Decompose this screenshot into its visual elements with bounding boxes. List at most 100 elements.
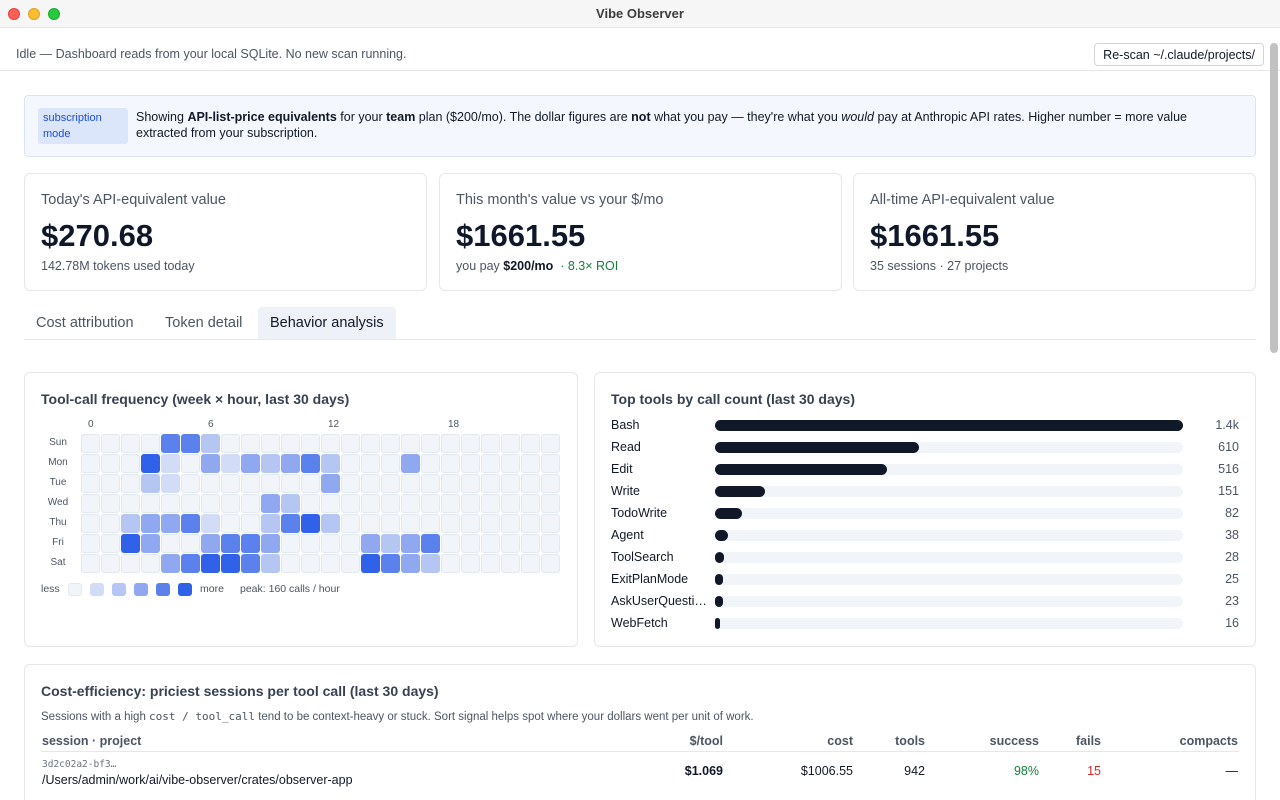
heatmap-cell[interactable] [361, 554, 380, 573]
col-header-tools[interactable]: tools [895, 734, 925, 748]
heatmap-cell[interactable] [481, 454, 500, 473]
heatmap-cell[interactable] [201, 494, 220, 513]
heatmap-cell[interactable] [421, 434, 440, 453]
heatmap-cell[interactable] [181, 474, 200, 493]
tab-cost-attribution[interactable]: Cost attribution [36, 315, 134, 331]
tool-bar[interactable] [715, 464, 887, 475]
heatmap-cell[interactable] [121, 534, 140, 553]
heatmap-cell[interactable] [101, 534, 120, 553]
heatmap-cell[interactable] [521, 554, 540, 573]
heatmap-cell[interactable] [361, 474, 380, 493]
heatmap-cell[interactable] [321, 454, 340, 473]
tool-bar[interactable] [715, 420, 1183, 431]
heatmap-cell[interactable] [481, 534, 500, 553]
heatmap-cell[interactable] [381, 434, 400, 453]
heatmap-cell[interactable] [461, 454, 480, 473]
heatmap-cell[interactable] [481, 514, 500, 533]
heatmap-cell[interactable] [261, 514, 280, 533]
heatmap-cell[interactable] [481, 554, 500, 573]
heatmap-cell[interactable] [321, 514, 340, 533]
heatmap-cell[interactable] [321, 434, 340, 453]
heatmap-cell[interactable] [161, 534, 180, 553]
col-header-session[interactable]: session · project [42, 734, 142, 748]
minimize-window-button[interactable] [28, 8, 40, 20]
heatmap-cell[interactable] [541, 514, 560, 533]
heatmap-cell[interactable] [381, 494, 400, 513]
heatmap-cell[interactable] [541, 474, 560, 493]
heatmap-cell[interactable] [221, 454, 240, 473]
heatmap-cell[interactable] [121, 434, 140, 453]
heatmap-cell[interactable] [401, 474, 420, 493]
heatmap-cell[interactable] [461, 474, 480, 493]
tool-bar[interactable] [715, 552, 724, 563]
vertical-scrollbar[interactable] [1270, 43, 1278, 353]
heatmap-cell[interactable] [501, 474, 520, 493]
heatmap-cell[interactable] [501, 454, 520, 473]
heatmap-cell[interactable] [201, 434, 220, 453]
heatmap-cell[interactable] [341, 474, 360, 493]
heatmap-cell[interactable] [421, 454, 440, 473]
heatmap-cell[interactable] [181, 534, 200, 553]
heatmap-cell[interactable] [501, 434, 520, 453]
heatmap-cell[interactable] [241, 474, 260, 493]
heatmap-cell[interactable] [281, 514, 300, 533]
heatmap-cell[interactable] [161, 454, 180, 473]
heatmap-cell[interactable] [441, 454, 460, 473]
heatmap-cell[interactable] [221, 474, 240, 493]
heatmap-cell[interactable] [521, 514, 540, 533]
tab-behavior-analysis[interactable]: Behavior analysis [258, 307, 396, 339]
heatmap-cell[interactable] [361, 514, 380, 533]
heatmap-cell[interactable] [141, 534, 160, 553]
heatmap-cell[interactable] [81, 454, 100, 473]
heatmap-cell[interactable] [321, 534, 340, 553]
col-header-per-tool[interactable]: $/tool [689, 734, 723, 748]
heatmap-cell[interactable] [401, 434, 420, 453]
heatmap-cell[interactable] [381, 514, 400, 533]
heatmap-cell[interactable] [481, 434, 500, 453]
heatmap-cell[interactable] [401, 514, 420, 533]
heatmap-cell[interactable] [161, 434, 180, 453]
heatmap-cell[interactable] [401, 454, 420, 473]
heatmap-cell[interactable] [341, 494, 360, 513]
col-header-fails[interactable]: fails [1075, 734, 1101, 748]
heatmap-cell[interactable] [241, 494, 260, 513]
heatmap-cell[interactable] [361, 434, 380, 453]
heatmap-cell[interactable] [101, 434, 120, 453]
heatmap-cell[interactable] [101, 554, 120, 573]
heatmap-cell[interactable] [441, 514, 460, 533]
heatmap-cell[interactable] [141, 454, 160, 473]
heatmap-cell[interactable] [81, 494, 100, 513]
heatmap-cell[interactable] [141, 554, 160, 573]
col-header-compacts[interactable]: compacts [1179, 734, 1238, 748]
heatmap-cell[interactable] [261, 454, 280, 473]
heatmap-cell[interactable] [221, 514, 240, 533]
heatmap-cell[interactable] [221, 534, 240, 553]
heatmap-cell[interactable] [381, 454, 400, 473]
col-header-success[interactable]: success [989, 734, 1039, 748]
heatmap-cell[interactable] [241, 454, 260, 473]
close-window-button[interactable] [8, 8, 20, 20]
heatmap-cell[interactable] [441, 474, 460, 493]
heatmap-cell[interactable] [81, 554, 100, 573]
heatmap-cell[interactable] [501, 554, 520, 573]
heatmap-cell[interactable] [441, 534, 460, 553]
heatmap-cell[interactable] [501, 514, 520, 533]
tool-bar[interactable] [715, 442, 919, 453]
heatmap-cell[interactable] [401, 554, 420, 573]
heatmap-cell[interactable] [421, 514, 440, 533]
heatmap-cell[interactable] [381, 474, 400, 493]
heatmap-cell[interactable] [241, 554, 260, 573]
heatmap-cell[interactable] [461, 554, 480, 573]
heatmap-cell[interactable] [81, 514, 100, 533]
heatmap-cell[interactable] [461, 494, 480, 513]
heatmap-cell[interactable] [521, 474, 540, 493]
heatmap-cell[interactable] [281, 434, 300, 453]
heatmap-cell[interactable] [261, 494, 280, 513]
heatmap-cell[interactable] [261, 434, 280, 453]
heatmap-cell[interactable] [321, 494, 340, 513]
heatmap-cell[interactable] [181, 454, 200, 473]
heatmap-cell[interactable] [261, 474, 280, 493]
heatmap-cell[interactable] [421, 474, 440, 493]
heatmap-cell[interactable] [321, 554, 340, 573]
heatmap-cell[interactable] [121, 494, 140, 513]
